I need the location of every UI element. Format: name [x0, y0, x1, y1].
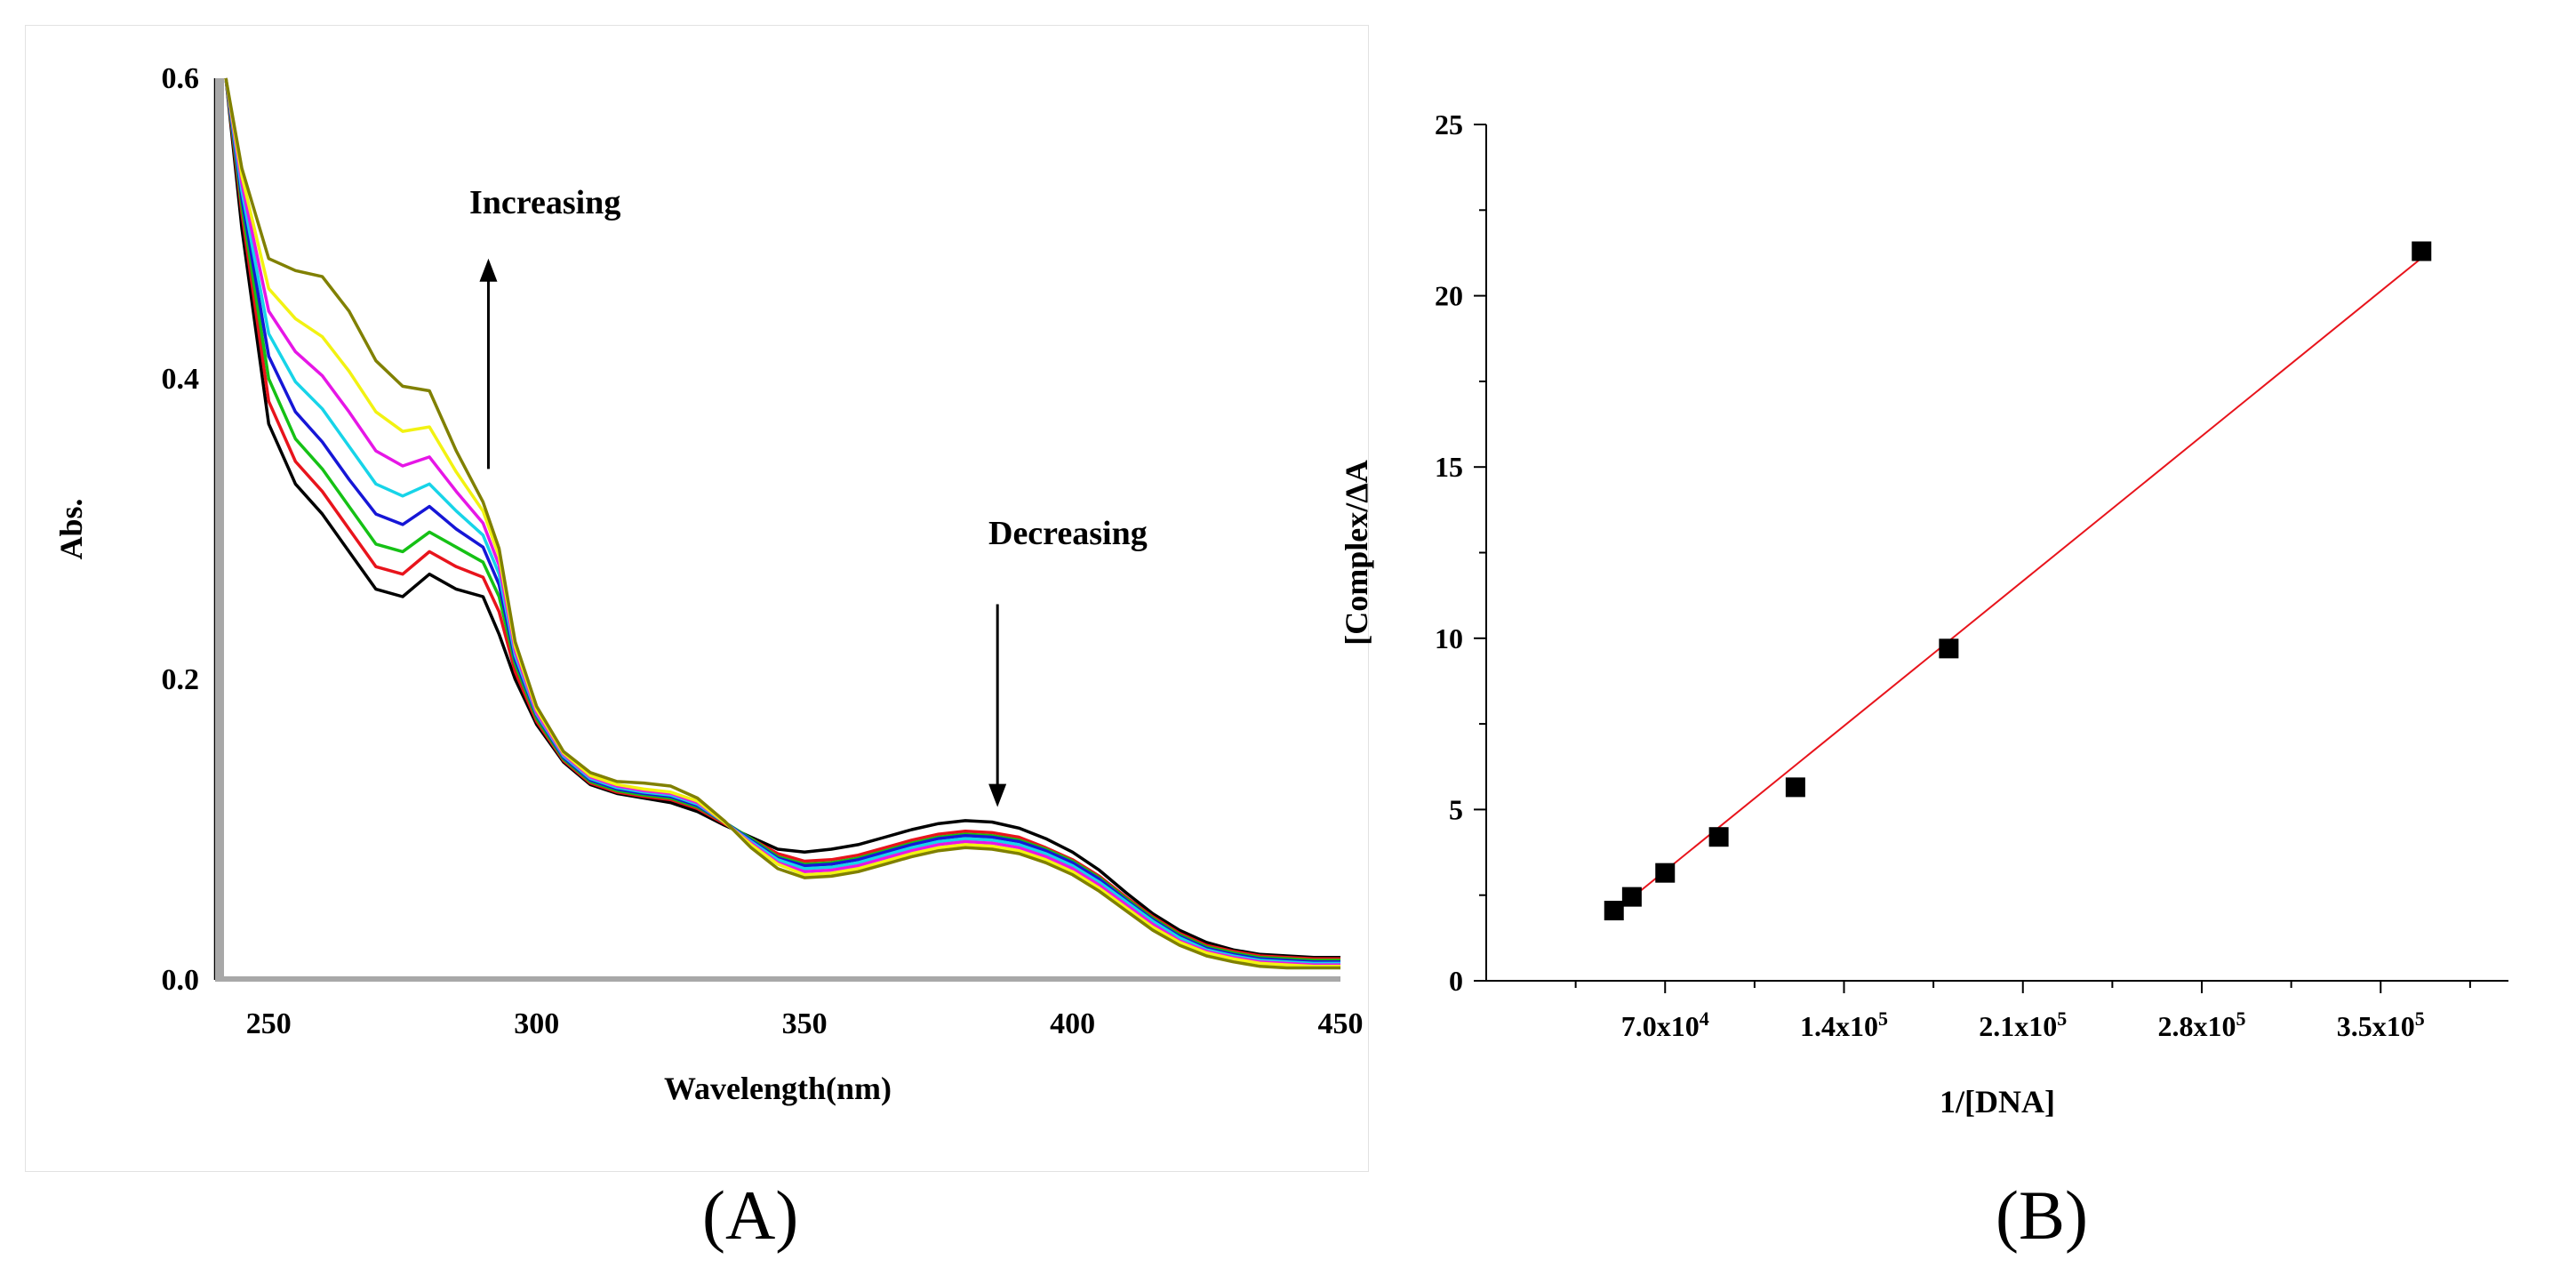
panel-a-arrow-down — [988, 604, 1007, 807]
panel-a-y-axis-label: Abs. — [53, 498, 89, 559]
panel-b-y-tick-label: 0 — [1449, 965, 1463, 997]
panel-b-data-point — [1621, 887, 1642, 907]
panel-a-x-tick-label: 400 — [1050, 1007, 1095, 1040]
panel-a-annotation-increasing: Increasing — [469, 184, 620, 221]
panel-b-data-point — [1785, 777, 1805, 798]
panel-b-x-tick-label: 2.8x105 — [2158, 1007, 2246, 1042]
panel-b-x-tick-label: 7.0x104 — [1621, 1007, 1709, 1042]
panel-a-x-tick-label: 250 — [246, 1007, 292, 1040]
panel-b-data-point — [2412, 241, 2432, 261]
spectrum-line-2 — [224, 77, 1340, 961]
panel-a-y-tick-label: 0.2 — [162, 663, 200, 696]
panel-a-y-tick-label: 0.0 — [162, 964, 200, 997]
panel-b-x-tick-label: 1.4x105 — [1800, 1007, 1888, 1042]
panel-a-x-tick-label: 450 — [1318, 1007, 1364, 1040]
panel-a-annotation-decreasing: Decreasing — [988, 515, 1148, 552]
spectrum-line-8 — [224, 77, 1340, 970]
panel-a-y-tick-label: 0.6 — [162, 62, 200, 95]
panel-b-data-point — [1655, 863, 1676, 883]
spectrum-line-5 — [224, 77, 1340, 966]
panel-b-data-point — [1708, 827, 1729, 847]
panel-a-x-axis-label: Wavelength(nm) — [664, 1071, 892, 1106]
panel-a-y-axis-shadow — [215, 78, 224, 980]
panel-b-data-point — [1939, 638, 1959, 659]
panel-a-y-tick-label: 0.4 — [162, 363, 200, 396]
panel-a-arrow-up — [479, 258, 498, 469]
panel-a-arrow-up-head — [479, 258, 498, 282]
panel-b-y-tick-label: 5 — [1449, 793, 1463, 825]
panel-a-x-tick-label: 300 — [514, 1007, 559, 1040]
panel-b-y-tick-label: 20 — [1435, 280, 1463, 312]
panel-b-x-axis-label: 1/[DNA] — [1940, 1084, 2055, 1119]
spectrum-line-1 — [224, 77, 1340, 959]
spectrum-line-7 — [224, 77, 1340, 968]
panel-b-x-tick-label: 3.5x105 — [2337, 1007, 2425, 1042]
panel-a-arrow-down-head — [988, 783, 1007, 807]
panel-b-y-tick-label: 10 — [1435, 622, 1463, 654]
panel-b-data-point — [1604, 901, 1624, 921]
panel-b-y-axis-label: [Complex/ΔA — [1339, 460, 1374, 646]
panel-a-x-axis-shadow — [215, 976, 1340, 982]
panel-label-b: (B) — [1996, 1176, 2088, 1254]
panel-b-fit-line — [1613, 257, 2422, 913]
panel-a-frame — [25, 25, 1369, 1172]
panel-label-a: (A) — [702, 1176, 799, 1254]
panel-a-spectra — [224, 77, 1340, 970]
panel-b-y-tick-label: 25 — [1435, 108, 1463, 140]
panel-b-y-tick-label: 15 — [1435, 451, 1463, 483]
panel-b-x-tick-label: 2.1x105 — [1979, 1007, 2067, 1042]
spectrum-line-4 — [224, 77, 1340, 964]
panel-a-x-tick-label: 350 — [782, 1007, 828, 1040]
